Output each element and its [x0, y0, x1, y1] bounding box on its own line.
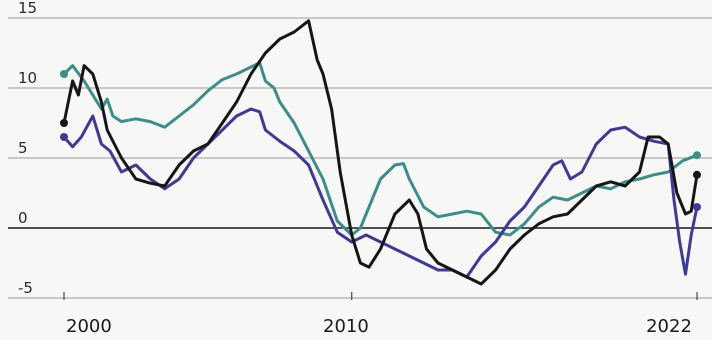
series-end-point-1: [693, 151, 701, 160]
gridlines: [8, 17, 712, 299]
x-tick-label: 2022: [646, 316, 692, 337]
series-end-point-2: [693, 203, 701, 211]
series-lines: [60, 19, 701, 286]
y-tick-label: 5: [18, 139, 28, 157]
series-start-point-2: [60, 133, 68, 141]
y-tick-label: -5: [18, 279, 33, 297]
series-end-point-3: [693, 170, 701, 179]
y-tick-label: 10: [18, 69, 37, 87]
series-line-1: [62, 61, 699, 237]
series-start-point-3: [60, 119, 68, 127]
x-axis: 2000 2010 2022: [63, 292, 698, 337]
x-tick-label: 2000: [66, 316, 112, 337]
series-start-point-1: [60, 70, 68, 78]
x-tick-label: 2010: [323, 316, 369, 337]
series-line-3: [62, 19, 699, 286]
y-axis-labels: -5 0 5 10 15: [18, 0, 37, 297]
y-tick-label: 15: [18, 0, 37, 17]
y-tick-label: 0: [18, 209, 28, 227]
